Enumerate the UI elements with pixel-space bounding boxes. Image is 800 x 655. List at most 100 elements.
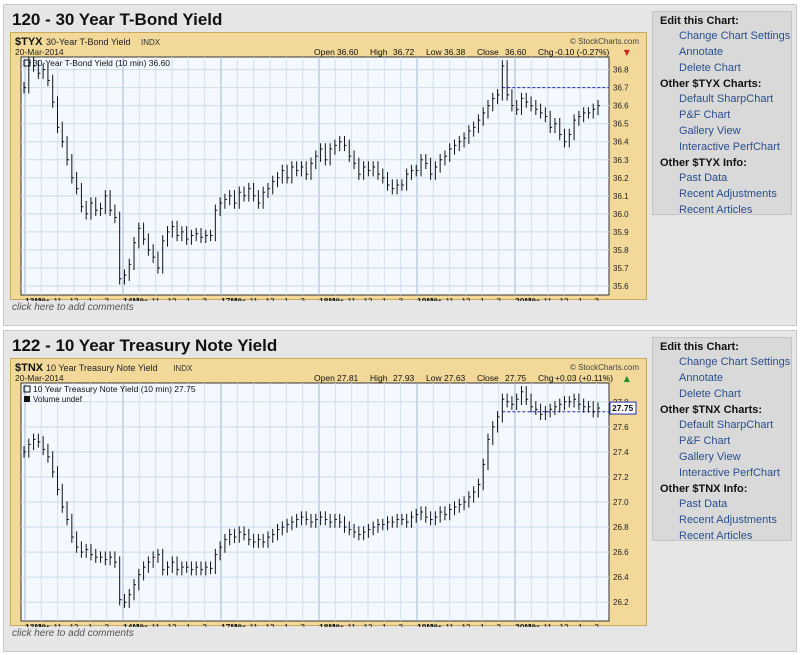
ohlc-label: Low	[426, 373, 442, 383]
x-tick-label: 12	[168, 623, 177, 627]
sidebar-link-p-f-chart[interactable]: P&F Chart	[679, 435, 731, 447]
sidebar-link-recent-articles[interactable]: Recent Articles	[679, 530, 753, 542]
chart-name: 30-Year T-Bond Yield	[46, 37, 131, 47]
chart-exchange: INDX	[141, 38, 161, 47]
chg-label: Chg	[538, 373, 554, 383]
x-tick-label: 12	[462, 623, 471, 627]
x-tick-label: 11	[348, 623, 357, 627]
x-tick-label: 12	[462, 297, 471, 301]
sidebar-link-past-data[interactable]: Past Data	[679, 498, 728, 510]
sidebar-link-gallery-view[interactable]: Gallery View	[679, 451, 741, 463]
sidebar-link-interactive-perfchart[interactable]: Interactive PerfChart	[679, 141, 780, 153]
chart-frame[interactable]: $TNX 10 Year Treasury Note Yield INDX © Sto…	[10, 358, 648, 627]
chg-value: +0.03 (+0.11%)	[555, 373, 613, 383]
sidebar-link-recent-adjustments[interactable]: Recent Adjustments	[679, 188, 777, 200]
tyx-chart[interactable]: $TYX 30-Year T-Bond Yield INDX © StockChart…	[11, 33, 648, 301]
plot-area	[20, 56, 610, 296]
chart-panel-tyx: 120 - 30 Year T-Bond Yield $TYX 30-Year T…	[3, 4, 797, 326]
chart-panel-tnx: 122 - 10 Year Treasury Note Yield $TNX 10…	[3, 330, 797, 652]
sidebar-link-delete-chart[interactable]: Delete Chart	[679, 388, 741, 400]
x-tick-label: 17Mar	[221, 296, 246, 301]
sidebar-link-default-sharpchart[interactable]: Default SharpChart	[679, 93, 774, 105]
add-comments-link[interactable]: click here to add comments	[12, 628, 134, 639]
x-tick-label: 10	[331, 623, 340, 627]
volume-icon	[24, 396, 30, 402]
x-tick-label: 2	[398, 623, 403, 627]
y-tick-label: 36.1	[613, 192, 629, 201]
x-tick-label: 12	[70, 297, 79, 301]
x-tick-label: 13Mar	[25, 296, 50, 301]
x-tick-label: 11	[348, 297, 357, 301]
x-tick-label: 19Mar	[417, 296, 442, 301]
sidebar-heading: Other $TYX Info:	[660, 157, 747, 169]
x-tick-label: 12	[168, 297, 177, 301]
x-tick-label: 2	[300, 297, 305, 301]
x-tick-label: 1	[88, 623, 93, 627]
x-tick-label: 10	[429, 623, 438, 627]
y-tick-label: 36.0	[613, 210, 629, 219]
sidebar-link-recent-articles[interactable]: Recent Articles	[679, 204, 753, 216]
last-value-box	[609, 401, 637, 415]
x-tick-label: 14Mar	[123, 622, 148, 627]
ohlc-label: Close	[477, 47, 499, 57]
x-tick-label: 10	[527, 623, 536, 627]
sidebar-link-change-chart-settings[interactable]: Change Chart Settings	[679, 356, 791, 368]
panel-title: 122 - 10 Year Treasury Note Yield	[12, 336, 278, 355]
x-tick-label: 13Mar	[25, 622, 50, 627]
y-tick-label: 35.9	[613, 228, 629, 237]
chg-arrow-icon: ▲	[624, 374, 631, 383]
chart-name: 10 Year Treasury Note Yield	[46, 363, 158, 373]
x-tick-label: 18Mar	[319, 296, 344, 301]
last-value: 27.75	[612, 403, 634, 413]
sidebar-group: Edit this Chart: Change Chart Settings Ann…	[660, 15, 791, 75]
x-tick-label: 12	[364, 297, 373, 301]
x-tick-label: 12	[70, 623, 79, 627]
sidebar-link-p-f-chart[interactable]: P&F Chart	[679, 109, 731, 121]
sidebar-link-past-data[interactable]: Past Data	[679, 172, 728, 184]
chart-frame[interactable]: $TYX 30-Year T-Bond Yield INDX © StockChart…	[10, 32, 648, 301]
x-tick-label: 2	[202, 297, 207, 301]
x-tick-label: 1	[382, 297, 387, 301]
x-tick-label: 10	[135, 297, 144, 301]
y-tick-label: 36.3	[613, 156, 629, 165]
sidebar-link-annotate[interactable]: Annotate	[679, 46, 724, 58]
ohlc-value: 36.72	[393, 47, 415, 57]
x-tick-label: 1	[578, 623, 583, 627]
y-tick-label: 27.0	[613, 498, 629, 507]
chart-date: 20-Mar-2014	[15, 47, 64, 57]
ohlc-label: Open	[314, 373, 335, 383]
ohlc-value: 27.93	[393, 373, 415, 383]
sidebar-link-gallery-view[interactable]: Gallery View	[679, 125, 741, 137]
x-tick-label: 10	[37, 623, 46, 627]
chart-exchange: INDX	[173, 364, 193, 373]
add-comments-link[interactable]: click here to add comments	[12, 302, 134, 313]
x-tick-label: 1	[578, 297, 583, 301]
ohlc-value: 36.60	[337, 47, 359, 57]
y-tick-label: 26.4	[613, 573, 629, 582]
x-tick-label: 1	[382, 623, 387, 627]
sidebar-link-delete-chart[interactable]: Delete Chart	[679, 62, 741, 74]
y-tick-label: 36.7	[613, 84, 629, 93]
ohlc-label: High	[370, 47, 388, 57]
chart-legend: 30-Year T-Bond Yield (10 min) 36.60	[33, 58, 170, 68]
chart-legend: 10 Year Treasury Note Yield (10 min) 27.…	[33, 384, 196, 394]
x-tick-label: 2	[594, 623, 599, 627]
x-tick-label: 1	[284, 623, 289, 627]
x-tick-label: 11	[446, 297, 455, 301]
y-tick-label: 36.5	[613, 120, 629, 129]
sidebar-link-default-sharpchart[interactable]: Default SharpChart	[679, 419, 774, 431]
sidebar-heading: Other $TNX Info:	[660, 483, 748, 495]
chart-brand: © StockCharts.com	[570, 37, 639, 46]
sidebar-link-interactive-perfchart[interactable]: Interactive PerfChart	[679, 467, 780, 479]
y-tick-label: 35.7	[613, 264, 629, 273]
panel-title: 120 - 30 Year T-Bond Yield	[12, 10, 223, 29]
sidebar-link-annotate[interactable]: Annotate	[679, 372, 724, 384]
y-tick-label: 36.4	[613, 138, 629, 147]
sidebar-link-change-chart-settings[interactable]: Change Chart Settings	[679, 30, 791, 42]
ohlc-value: 36.60	[505, 47, 527, 57]
tnx-chart[interactable]: $TNX 10 Year Treasury Note Yield INDX © Sto…	[11, 359, 648, 627]
x-tick-label: 11	[152, 623, 161, 627]
sidebar-link-recent-adjustments[interactable]: Recent Adjustments	[679, 514, 777, 526]
x-tick-label: 12	[364, 623, 373, 627]
ohlc-value: 27.81	[337, 373, 359, 383]
